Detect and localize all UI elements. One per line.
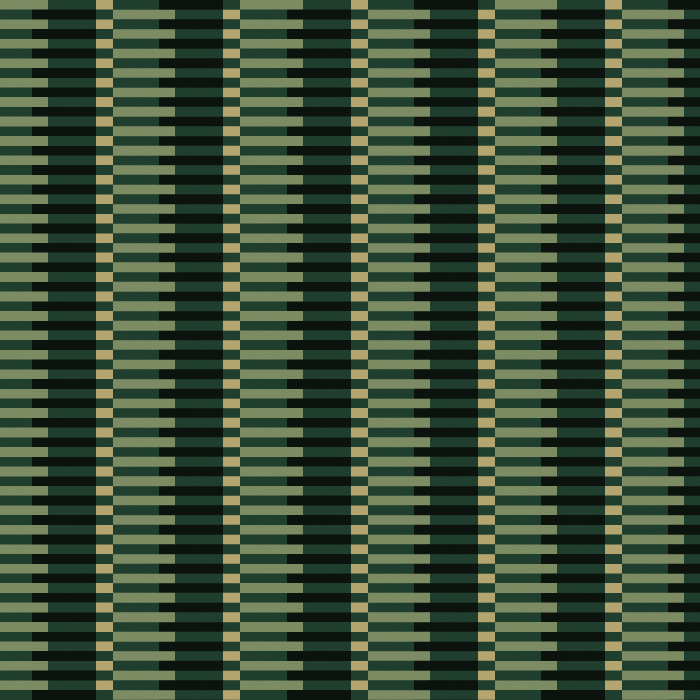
stripe-column-dark-lane <box>48 0 97 700</box>
stripe-column-sage-lane <box>381 0 415 700</box>
stripe-column-lead-tooth <box>622 0 637 700</box>
stripe-column-dark-lane <box>175 0 224 700</box>
stripe-column-dark-lane <box>302 0 352 700</box>
stripe-column-sage-lane <box>127 0 160 700</box>
stripe-column-dark-lane <box>557 0 606 700</box>
stripe-column-tan-stripe <box>96 0 114 700</box>
stripe-column-dark-lane <box>429 0 479 700</box>
stripe-column-lead-tooth <box>367 0 383 700</box>
stripe-column-sage-lane <box>509 0 542 700</box>
stripe-column-tan-stripe <box>605 0 623 700</box>
stripe-column-tan-stripe <box>223 0 241 700</box>
stripe-column-lead-tooth <box>494 0 510 700</box>
stripe-column-tan-stripe <box>477 0 496 700</box>
stripe-column-sage-lane <box>0 0 33 700</box>
stripe-column-sage-tooth <box>32 0 49 700</box>
stripe-column-sage-tooth <box>159 0 176 700</box>
stripe-column-dark-lane <box>684 0 700 700</box>
stripe-column-sage-tooth <box>286 0 304 700</box>
stripe-column-sage-lane <box>254 0 288 700</box>
stripe-column-sage-lane <box>636 0 669 700</box>
stripe-column-tan-stripe <box>350 0 368 700</box>
stripe-column-lead-tooth <box>240 0 256 700</box>
stripe-column-sage-tooth <box>413 0 431 700</box>
stripe-column-sage-tooth <box>541 0 558 700</box>
stripe-column-sage-tooth <box>668 0 685 700</box>
stripe-column-lead-tooth <box>112 0 128 700</box>
